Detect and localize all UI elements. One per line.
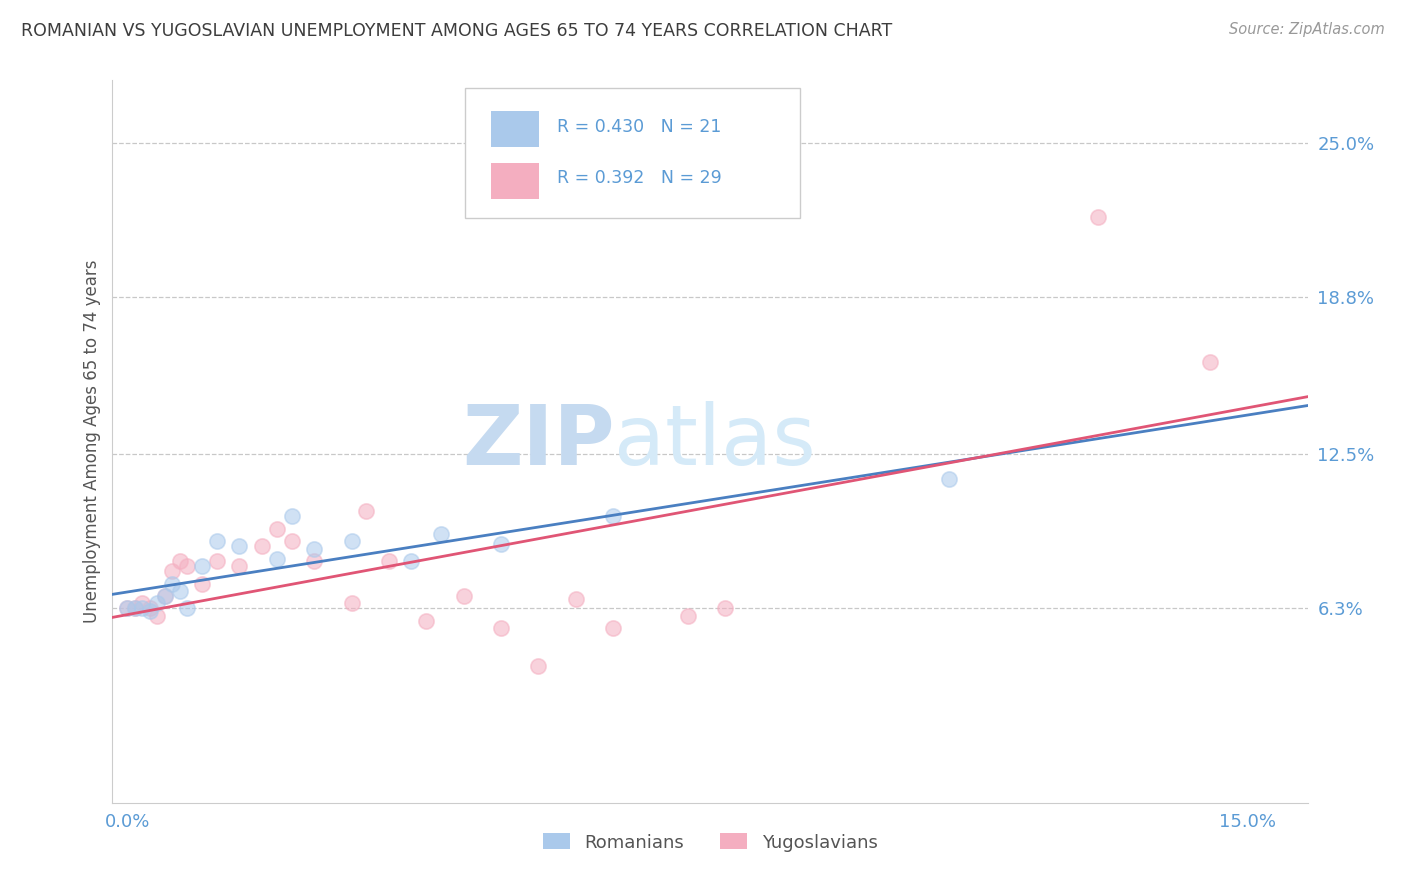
Point [602,621,624,635]
Point [176,559,198,574]
Point [302,554,325,568]
Point [489,537,512,551]
Point [131,601,153,615]
Point [169,554,191,568]
Point [281,534,304,549]
Point [169,584,191,599]
Point [131,597,153,611]
Point [228,559,250,574]
Point [302,541,325,556]
Point [340,597,363,611]
Point [153,589,176,603]
Point [124,601,146,615]
Text: ROMANIAN VS YUGOSLAVIAN UNEMPLOYMENT AMONG AGES 65 TO 74 YEARS CORRELATION CHART: ROMANIAN VS YUGOSLAVIAN UNEMPLOYMENT AMO… [21,22,893,40]
Point [146,609,169,624]
Point [266,522,288,536]
Point [401,554,423,568]
Point [250,539,273,553]
Point [153,589,176,603]
Point [191,559,214,574]
Point [162,576,183,591]
Point [139,601,162,615]
Text: Source: ZipAtlas.com: Source: ZipAtlas.com [1229,22,1385,37]
FancyBboxPatch shape [491,162,538,199]
Point [453,589,475,603]
Text: R = 0.430   N = 21: R = 0.430 N = 21 [557,118,721,136]
Point [139,604,162,618]
Point [378,554,401,568]
Legend: Romanians, Yugoslavians: Romanians, Yugoslavians [536,826,884,859]
Point [117,601,139,615]
Point [415,614,437,628]
Point [340,534,363,549]
Point [430,526,453,541]
Point [356,504,378,518]
Point [281,509,304,524]
FancyBboxPatch shape [465,87,800,218]
Point [1199,355,1222,369]
Point [205,534,228,549]
Point [228,539,250,553]
Point [564,591,586,606]
Point [602,509,624,524]
Point [714,601,737,615]
Point [146,597,169,611]
Point [176,601,198,615]
FancyBboxPatch shape [491,111,538,147]
Point [527,658,550,673]
Point [124,601,146,615]
Point [676,609,699,624]
Point [162,564,183,578]
Point [191,576,214,591]
Point [938,472,960,486]
Text: R = 0.392   N = 29: R = 0.392 N = 29 [557,169,721,187]
Point [489,621,512,635]
Y-axis label: Unemployment Among Ages 65 to 74 years: Unemployment Among Ages 65 to 74 years [83,260,101,624]
Point [266,551,288,566]
Point [1087,211,1109,225]
Text: atlas: atlas [614,401,815,482]
Point [117,601,139,615]
Point [205,554,228,568]
Text: ZIP: ZIP [463,401,614,482]
